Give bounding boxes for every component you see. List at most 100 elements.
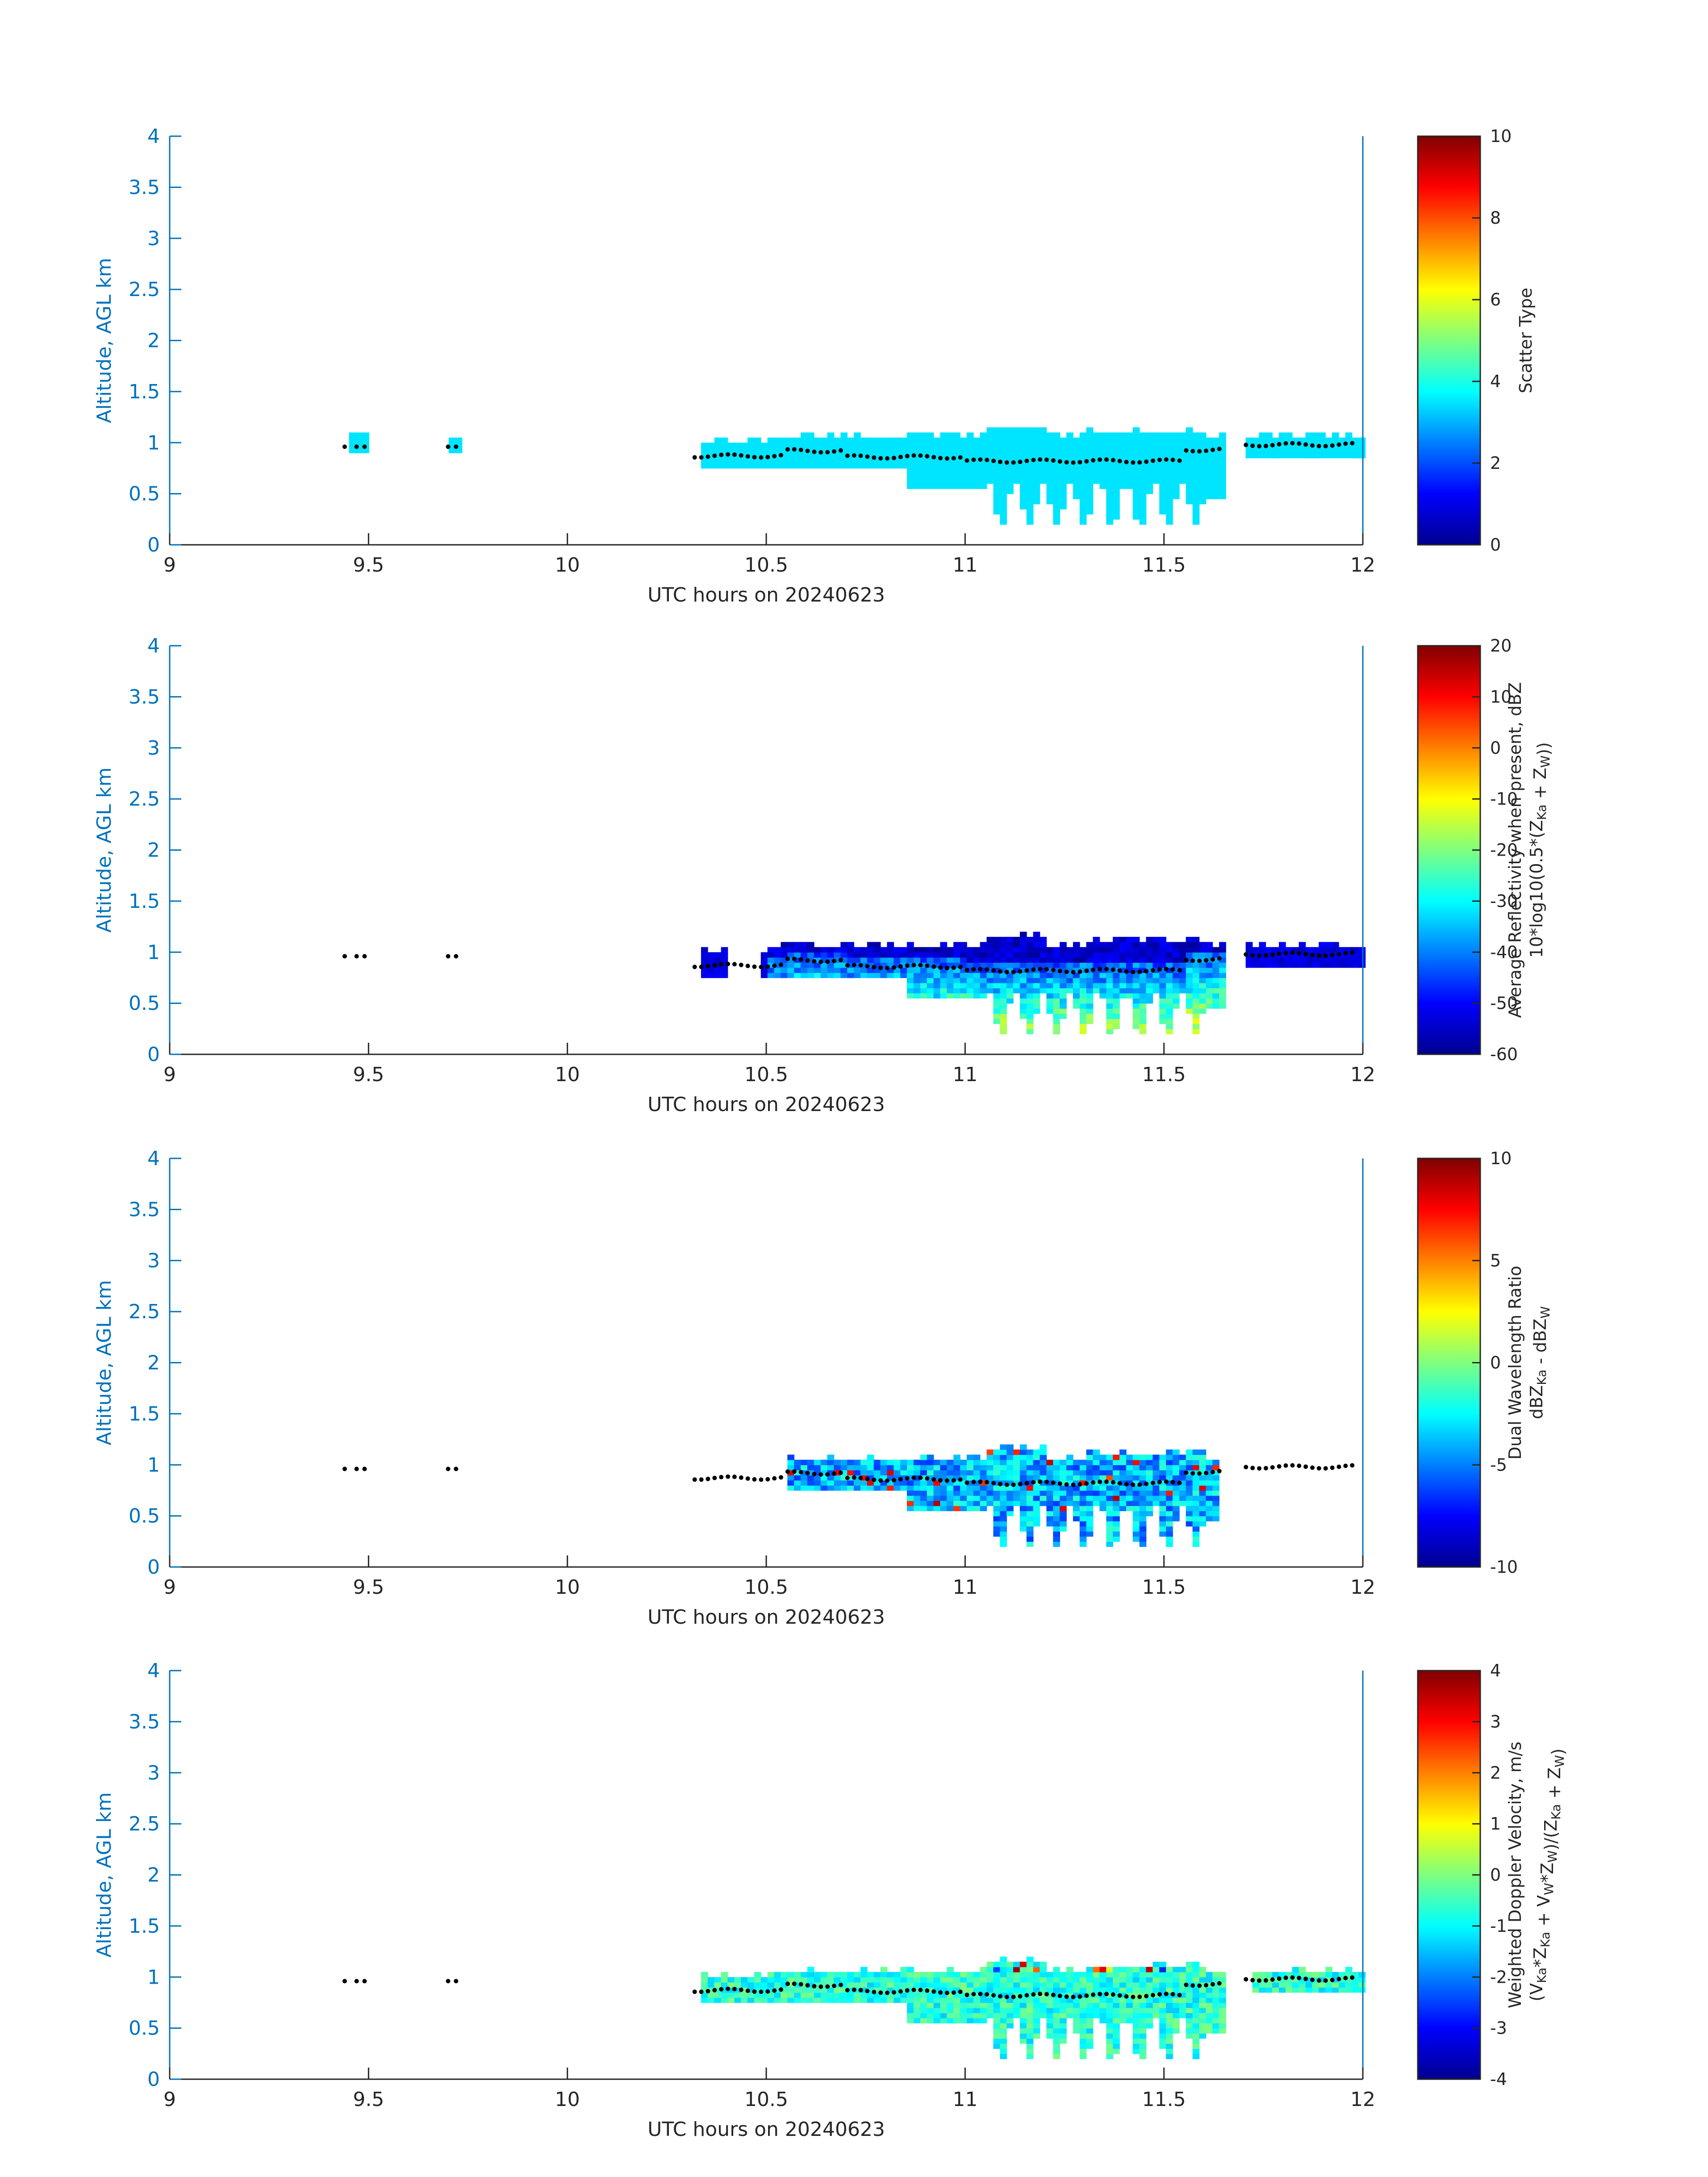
heatmap-cell (1126, 1459, 1133, 1465)
heatmap-cell (1093, 1465, 1100, 1471)
heatmap-cell (1060, 1490, 1067, 1496)
cloud-base-dot (745, 964, 750, 968)
heatmap-cell (1093, 453, 1100, 459)
heatmap-cell (1186, 988, 1193, 994)
y-tick-label: 0 (147, 2068, 160, 2091)
heatmap-cell (1132, 489, 1140, 494)
heatmap-cell (1033, 463, 1040, 469)
cloud-base-dot (1263, 1978, 1268, 1983)
heatmap-cell (1126, 1967, 1133, 1972)
heatmap-cell (953, 1490, 960, 1496)
heatmap-cell (1206, 982, 1213, 989)
x-tick-label: 10.5 (744, 2088, 788, 2111)
heatmap-cell (1013, 437, 1020, 443)
heatmap-cell (1166, 447, 1173, 453)
heatmap-cell (1040, 942, 1047, 948)
heatmap-cell (1000, 1536, 1007, 1542)
heatmap-cell (1332, 1982, 1339, 1988)
heatmap-cell (1026, 514, 1034, 520)
cloud-base-dot (1044, 967, 1049, 972)
heatmap-cell (1319, 453, 1326, 459)
cloud-base-dot (845, 453, 850, 458)
heatmap-cell (1305, 432, 1313, 438)
heatmap-cell (1106, 447, 1113, 453)
heatmap-cell (920, 1495, 927, 1501)
heatmap-cell (873, 973, 881, 978)
heatmap-cell (887, 437, 894, 443)
heatmap-cell (1119, 1977, 1127, 1983)
heatmap-cell (867, 1459, 874, 1465)
heatmap-cell (1126, 1977, 1133, 1983)
heatmap-cell (1060, 1465, 1067, 1471)
heatmap-cell (873, 437, 881, 443)
heatmap-cell (1106, 993, 1113, 999)
heatmap-cell (1040, 2007, 1047, 2014)
heatmap-cell (1199, 1490, 1207, 1496)
cloud-base-dot (1297, 951, 1302, 956)
heatmap-cell (927, 1505, 934, 1511)
colorbar-tick-label: -40 (1490, 942, 1518, 962)
heatmap-cell (1033, 493, 1040, 499)
y-tick-label: 3.5 (129, 685, 160, 708)
cloud-base-dot (911, 453, 916, 458)
cloud-base-dot (1263, 953, 1268, 958)
heatmap-cell (986, 1454, 994, 1460)
heatmap-cell (1119, 478, 1127, 484)
heatmap-cell (834, 1992, 841, 1998)
heatmap-cell (727, 458, 735, 464)
heatmap-cell (1099, 443, 1107, 448)
heatmap-cell (1026, 1013, 1034, 1019)
heatmap-cell (966, 993, 974, 999)
heatmap-cell (1186, 499, 1193, 505)
heatmap-cell (940, 447, 948, 453)
heatmap-cell (1053, 1459, 1060, 1465)
heatmap-cell (1153, 473, 1160, 479)
x-tick-label: 11.5 (1142, 2088, 1186, 2111)
heatmap-cell (907, 952, 914, 958)
heatmap-cell (1126, 432, 1133, 438)
heatmap-cell (953, 973, 960, 978)
y-tick-label: 0 (147, 1043, 160, 1066)
cloud-base-dot (865, 1989, 870, 1993)
heatmap-cell (907, 1967, 914, 1972)
heatmap-cell (1305, 1987, 1313, 1993)
heatmap-cell (1066, 453, 1073, 459)
heatmap-cell (993, 509, 1001, 515)
heatmap-cell (1040, 947, 1047, 953)
cloud-base-dot (998, 1994, 1002, 1999)
y-tick-label: 0.5 (129, 992, 160, 1015)
heatmap-cell (1013, 1987, 1020, 1993)
heatmap-cell (953, 2002, 960, 2008)
heatmap-cell (1079, 519, 1087, 525)
heatmap-cell (1060, 1008, 1067, 1014)
heatmap-cell (1026, 1541, 1034, 1547)
heatmap-cell (1013, 1449, 1020, 1455)
heatmap-cell (1119, 1967, 1127, 1972)
heatmap-cell (966, 1500, 974, 1506)
heatmap-cell (1186, 1008, 1193, 1014)
heatmap-cell (814, 1987, 821, 1993)
heatmap-cell (1000, 2002, 1007, 2008)
heatmap-cell (781, 1997, 788, 2003)
heatmap-cell (1026, 509, 1034, 515)
heatmap-cell (1019, 1013, 1027, 1019)
heatmap-cell (1019, 947, 1027, 953)
heatmap-cell (933, 1977, 941, 1983)
colorbar-tick-label: -1 (1490, 1916, 1507, 1936)
heatmap-cell (1186, 2033, 1193, 2039)
heatmap-cell (1079, 432, 1087, 438)
heatmap-cell (993, 2043, 1001, 2049)
heatmap-cell (1206, 973, 1213, 978)
cloud-base-dot (1084, 1481, 1089, 1486)
heatmap-cell (1086, 463, 1094, 469)
heatmap-cell (1000, 1449, 1007, 1455)
heatmap-cell (947, 982, 954, 989)
heatmap-cell (913, 988, 921, 994)
heatmap-cell (1272, 947, 1279, 953)
heatmap-cell (1166, 973, 1173, 978)
heatmap-cell (1106, 504, 1113, 510)
heatmap-cell (1113, 952, 1120, 958)
heatmap-cell (933, 473, 941, 479)
cloud-base-dot (1018, 1994, 1023, 1999)
heatmap-cell (1019, 1977, 1027, 1983)
